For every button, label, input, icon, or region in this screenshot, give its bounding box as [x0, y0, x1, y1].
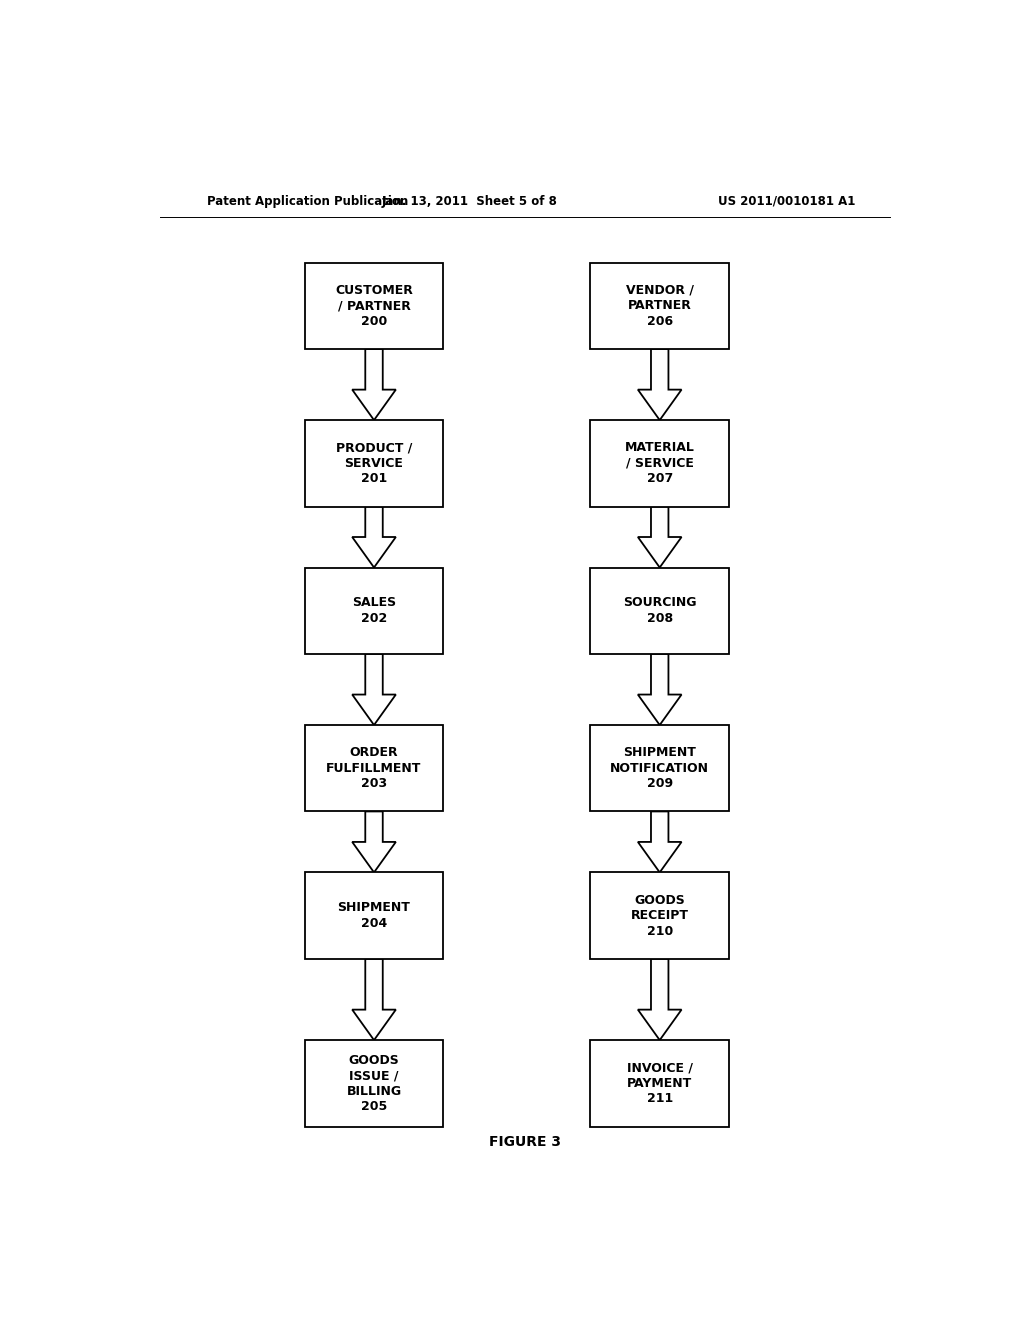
- Bar: [304, 1040, 443, 1126]
- Polygon shape: [638, 812, 682, 873]
- Polygon shape: [352, 348, 396, 420]
- Bar: [590, 725, 729, 812]
- Polygon shape: [352, 653, 396, 725]
- Text: VENDOR /
PARTNER
206: VENDOR / PARTNER 206: [626, 284, 693, 327]
- Bar: [590, 873, 729, 958]
- Bar: [590, 1040, 729, 1126]
- Bar: [590, 568, 729, 653]
- Polygon shape: [638, 507, 682, 568]
- Text: SHIPMENT
204: SHIPMENT 204: [338, 902, 411, 929]
- Bar: [590, 420, 729, 507]
- Bar: [304, 568, 443, 653]
- Polygon shape: [352, 812, 396, 873]
- Bar: [590, 263, 729, 348]
- Bar: [304, 420, 443, 507]
- Text: FIGURE 3: FIGURE 3: [488, 1135, 561, 1150]
- Text: PRODUCT /
SERVICE
201: PRODUCT / SERVICE 201: [336, 441, 413, 486]
- Polygon shape: [352, 958, 396, 1040]
- Polygon shape: [352, 507, 396, 568]
- Text: US 2011/0010181 A1: US 2011/0010181 A1: [718, 194, 855, 207]
- Text: GOODS
RECEIPT
210: GOODS RECEIPT 210: [631, 894, 689, 937]
- Polygon shape: [638, 348, 682, 420]
- Text: INVOICE /
PAYMENT
211: INVOICE / PAYMENT 211: [627, 1061, 692, 1105]
- Text: GOODS
ISSUE /
BILLING
205: GOODS ISSUE / BILLING 205: [346, 1053, 401, 1113]
- Text: SALES
202: SALES 202: [352, 597, 396, 624]
- Polygon shape: [638, 958, 682, 1040]
- Bar: [304, 725, 443, 812]
- Bar: [304, 873, 443, 958]
- Text: MATERIAL
/ SERVICE
207: MATERIAL / SERVICE 207: [625, 441, 694, 486]
- Text: ORDER
FULFILLMENT
203: ORDER FULFILLMENT 203: [327, 746, 422, 791]
- Text: SOURCING
208: SOURCING 208: [623, 597, 696, 624]
- Text: SHIPMENT
NOTIFICATION
209: SHIPMENT NOTIFICATION 209: [610, 746, 710, 791]
- Text: Patent Application Publication: Patent Application Publication: [207, 194, 409, 207]
- Text: CUSTOMER
/ PARTNER
200: CUSTOMER / PARTNER 200: [335, 284, 413, 327]
- Polygon shape: [638, 653, 682, 725]
- Text: Jan. 13, 2011  Sheet 5 of 8: Jan. 13, 2011 Sheet 5 of 8: [381, 194, 557, 207]
- Bar: [304, 263, 443, 348]
